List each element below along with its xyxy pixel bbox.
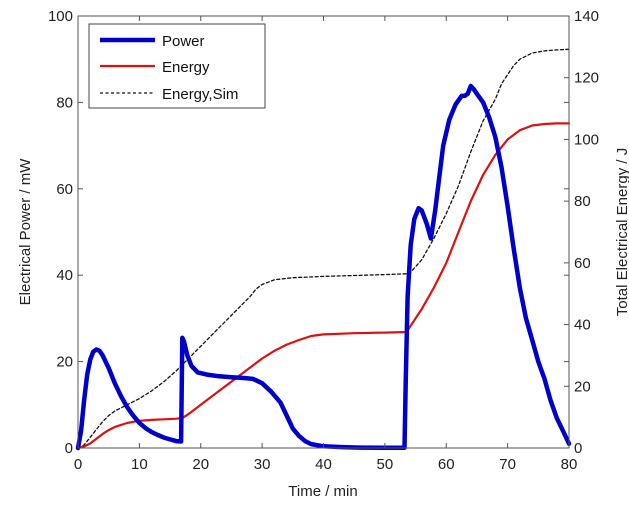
y-tick-label: 0 xyxy=(65,440,73,457)
y2-tick-label: 100 xyxy=(574,131,599,148)
x-tick-label: 0 xyxy=(74,456,82,473)
y2-tick-label: 20 xyxy=(574,378,591,395)
y2-tick-label: 120 xyxy=(574,70,599,87)
legend: Power Energy Energy,Sim xyxy=(88,23,266,109)
y2-axis-title: Total Electrical Energy / J xyxy=(614,148,629,316)
x-tick-label: 40 xyxy=(315,456,332,473)
legend-label-energy-sim: Energy,Sim xyxy=(162,86,238,103)
series-line-energy-sim xyxy=(77,48,570,449)
x-tick-label: 50 xyxy=(377,456,394,473)
x-tick-label: 60 xyxy=(438,456,455,473)
y2-tick-label: 0 xyxy=(574,440,582,457)
y-tick-label: 40 xyxy=(56,267,73,284)
x-tick-label: 20 xyxy=(192,456,209,473)
series-line-energy xyxy=(76,122,571,450)
y-tick-label: 60 xyxy=(56,181,73,198)
y-tick-label: 100 xyxy=(48,8,73,25)
y2-tick-label: 80 xyxy=(574,193,591,210)
y2-tick-label: 40 xyxy=(574,317,591,334)
x-tick-label: 80 xyxy=(561,456,578,473)
series-layer xyxy=(75,48,572,451)
series-line-power xyxy=(75,83,572,451)
ticks-layer: 0 10 20 30 40 50 60 70 8002040608010002040608010… xyxy=(48,8,599,473)
y-axis-title: Electrical Power / mW xyxy=(17,158,34,306)
x-tick-label: 10 xyxy=(131,456,148,473)
y2-tick-label: 60 xyxy=(574,255,591,272)
y-tick-label: 20 xyxy=(56,354,73,371)
y2-tick-label: 140 xyxy=(574,8,599,25)
legend-label-energy: Energy xyxy=(162,59,210,76)
y-tick-label: 80 xyxy=(56,94,73,111)
x-tick-label: 70 xyxy=(499,456,516,473)
legend-label-power: Power xyxy=(162,33,205,50)
x-axis-title: Time / min xyxy=(288,483,357,500)
x-tick-label: 30 xyxy=(254,456,271,473)
